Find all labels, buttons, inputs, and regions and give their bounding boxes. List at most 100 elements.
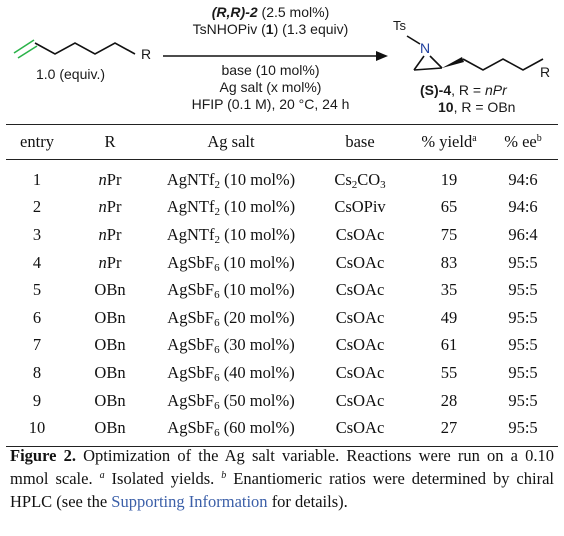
cell-salt-main: AgSbF: [167, 390, 215, 410]
product-label-10: 10, R = OBn: [420, 99, 515, 116]
cell-salt-subscript: 6: [214, 316, 220, 329]
cell-ag-salt: AgSbF6 (10 mol%): [152, 249, 310, 277]
cell-base: CsOPiv: [310, 194, 410, 222]
cell-base-subscript-2: 3: [380, 178, 386, 191]
wedge-bond: [442, 57, 464, 68]
results-table-container: entry R Ag salt base % yielda % eeb 1 nPr…: [6, 124, 558, 447]
table-row: 5 OBn AgSbF6 (10 mol%) CsOAc 35 95:5: [6, 276, 558, 304]
product-4-text: , R =: [451, 82, 485, 98]
table-row: 4 nPr AgSbF6 (10 mol%) CsOAc 83 95:5: [6, 249, 558, 277]
reactant-structure: [13, 39, 136, 59]
supporting-information-link[interactable]: Supporting Information: [111, 492, 268, 511]
cell-salt-subscript: 6: [214, 289, 220, 302]
header-yield-text: % yield: [421, 132, 473, 151]
header-ee-text: % ee: [504, 132, 537, 151]
cell-salt-loading: (60 mol%): [219, 418, 295, 438]
cell-base: CsOAc: [310, 221, 410, 249]
conditions-below-arrow: base (10 mol%) Ag salt (x mol%) HFIP (0.…: [163, 62, 378, 113]
cell-yield: 75: [440, 224, 458, 244]
cell-r-text: Pr: [106, 224, 122, 244]
table-row: 7 OBn AgSbF6 (30 mol%) CsOAc 61 95:5: [6, 332, 558, 360]
footnote-b-marker: b: [221, 470, 227, 481]
header-entry: entry: [20, 132, 54, 151]
caption-text-3: Enantiomeric ratios were determined by c…: [10, 469, 554, 511]
table-row: 1 nPr AgNTf2 (10 mol%) Cs2CO3 19 94:6: [6, 160, 558, 194]
cell-salt-loading: (10 mol%): [220, 197, 296, 217]
cell-salt-subscript: 2: [214, 206, 221, 219]
cell-entry: 7: [32, 335, 42, 355]
cell-salt-subscript: 2: [214, 233, 221, 246]
product-10-text: , R = OBn: [453, 99, 516, 115]
reagent-equiv: (1.3 equiv): [282, 21, 349, 37]
cell-r: OBn: [68, 387, 152, 415]
header-r: R: [104, 132, 116, 151]
cell-base: CsOAc: [310, 276, 410, 304]
cell-salt-loading: (10 mol%): [219, 280, 295, 300]
cell-base-main: CsOAc: [335, 307, 385, 327]
header-base: base: [345, 132, 375, 151]
caption-text-4: for details).: [267, 492, 348, 511]
cell-ag-salt: AgNTf2 (10 mol%): [152, 221, 310, 249]
cell-base-main: CsOAc: [335, 335, 385, 355]
cell-salt-loading: (10 mol%): [220, 169, 296, 189]
cell-ee: 95:5: [508, 390, 538, 410]
cell-base: CsOAc: [310, 359, 410, 387]
cell-ee: 95:5: [508, 418, 538, 438]
cell-r: OBn: [68, 332, 152, 360]
cell-entry: 4: [32, 252, 42, 272]
alkene-double-bond-a: [13, 39, 35, 54]
figure-caption: Figure 2. Optimization of the Ag salt va…: [10, 444, 554, 513]
cell-salt-loading: (10 mol%): [219, 252, 295, 272]
catalyst-label: (R,R)-2: [211, 4, 258, 20]
product-4-id: (S)-4: [420, 82, 452, 98]
header-yield: % yielda: [410, 125, 488, 160]
cell-yield: 35: [440, 280, 458, 300]
cell-salt-main: AgSbF: [167, 362, 215, 382]
table-row: 8 OBn AgSbF6 (40 mol%) CsOAc 55 95:5: [6, 359, 558, 387]
cell-base: CsOAc: [310, 414, 410, 446]
cell-ee: 95:5: [508, 307, 538, 327]
catalyst-line: (R,R)-2 (2.5 mol%): [163, 4, 378, 21]
cell-salt-main: AgNTf: [166, 197, 215, 217]
cell-r-text: OBn: [94, 280, 126, 300]
reagent-name: TsNHOPiv: [192, 21, 258, 37]
cell-ee: 96:4: [508, 224, 538, 244]
cell-salt-subscript: 6: [214, 371, 220, 384]
cell-base-main: CsOAc: [335, 224, 385, 244]
cell-base-subscript: 2: [351, 178, 358, 191]
cell-r-italic: n: [98, 169, 107, 189]
cell-r: nPr: [68, 249, 152, 277]
product-label-4: (S)-4, R = nPr: [420, 82, 515, 99]
cell-base-main: CsOAc: [335, 418, 385, 438]
cell-r: nPr: [68, 221, 152, 249]
cell-base: CsOAc: [310, 387, 410, 415]
cell-ee: 95:5: [508, 362, 538, 382]
product-10-id: 10: [438, 99, 454, 115]
ts-n-bond: [406, 35, 421, 45]
cell-r-italic: n: [98, 252, 107, 272]
cell-salt-main: AgSbF: [167, 335, 215, 355]
cell-entry: 3: [32, 224, 42, 244]
cell-salt-loading: (40 mol%): [219, 362, 295, 382]
cell-yield: 49: [440, 307, 458, 327]
results-table: entry R Ag salt base % yielda % eeb 1 nPr…: [6, 124, 558, 447]
header-yield-footnote: a: [472, 133, 477, 144]
cell-salt-loading: (10 mol%): [220, 224, 296, 244]
cell-entry: 2: [32, 197, 42, 217]
cell-yield: 65: [440, 197, 458, 217]
alkene-double-bond-b: [17, 45, 38, 59]
cell-entry: 5: [32, 280, 42, 300]
figure-label: Figure 2.: [10, 446, 76, 465]
cell-ee: 95:5: [508, 280, 538, 300]
cell-r-italic: n: [98, 197, 107, 217]
reaction-scheme: R 1.0 (equiv.) (R,R)-2 (2.5 mol%) TsNHOP…: [0, 0, 564, 128]
alkyl-chain: [34, 42, 136, 55]
cell-entry: 8: [32, 362, 42, 382]
cell-salt-subscript: 6: [214, 427, 220, 440]
cell-salt-main: AgNTf: [166, 169, 215, 189]
solvent-condition: HFIP (0.1 M), 20 °C, 24 h: [191, 96, 350, 112]
header-ee: % eeb: [488, 125, 558, 160]
reaction-arrow: [163, 51, 388, 61]
cell-yield: 28: [440, 390, 458, 410]
cell-base: Cs2CO3: [310, 160, 410, 194]
